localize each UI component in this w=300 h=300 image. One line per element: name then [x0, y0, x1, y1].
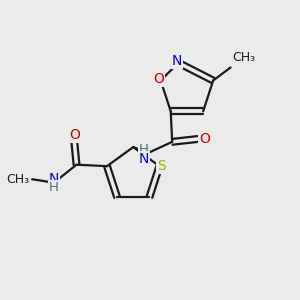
Text: CH₃: CH₃	[232, 51, 255, 64]
Text: N: N	[49, 172, 59, 186]
Text: CH₃: CH₃	[7, 173, 30, 186]
Text: O: O	[153, 72, 164, 86]
Text: S: S	[158, 159, 166, 173]
Text: O: O	[69, 128, 80, 142]
Text: N: N	[172, 54, 182, 68]
Text: H: H	[139, 143, 149, 157]
Text: N: N	[139, 152, 149, 166]
Text: O: O	[199, 132, 210, 146]
Text: H: H	[49, 182, 59, 194]
